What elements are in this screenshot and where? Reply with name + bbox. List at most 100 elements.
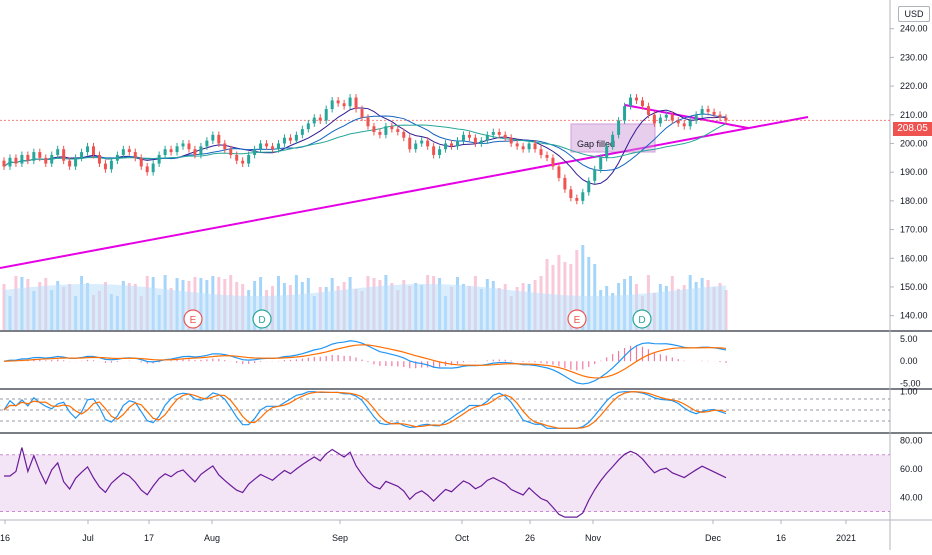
candle-body: [682, 123, 686, 127]
candle-body: [97, 154, 101, 164]
candle-body: [563, 177, 567, 190]
event-marker-label: E: [574, 315, 581, 326]
time-tick-label: 2021: [836, 533, 856, 543]
event-marker-d[interactable]: D: [632, 309, 652, 329]
event-marker-circle: [252, 309, 272, 329]
candle-body: [68, 160, 72, 167]
candle-body: [44, 157, 48, 164]
candle-body: [199, 146, 203, 155]
price-tick-label: 160.00: [900, 253, 928, 263]
candle-body: [259, 143, 263, 150]
candle-body: [26, 154, 30, 161]
candle-body: [461, 134, 465, 141]
rsi-tick-label: 80.00: [900, 436, 923, 446]
candle-body: [658, 117, 662, 124]
candle-body: [724, 117, 728, 121]
candle-body: [444, 143, 448, 150]
candle-body: [390, 126, 394, 130]
candle-body: [473, 137, 477, 144]
candle-body: [217, 134, 221, 144]
macd-signal-line: [3, 344, 727, 379]
volume-bar: [587, 257, 591, 330]
candle-body: [187, 143, 191, 150]
candle-body: [652, 114, 656, 124]
candle-body: [336, 100, 340, 104]
candle-body: [623, 106, 627, 121]
volume-bar: [581, 245, 585, 330]
candle-body: [211, 134, 215, 141]
event-marker-label: E: [190, 315, 197, 326]
candle-body: [694, 114, 698, 121]
candle-body: [80, 152, 84, 158]
candle-body: [121, 149, 125, 155]
time-tick-label: 26: [525, 533, 535, 543]
candle-body: [312, 117, 316, 124]
candle-body: [521, 146, 525, 150]
time-tick-label: Nov: [585, 533, 602, 543]
candle-body: [640, 100, 644, 107]
candle-body: [223, 143, 227, 150]
candle-body: [485, 134, 489, 141]
candle-body: [533, 143, 537, 150]
candle-body: [157, 154, 161, 164]
candle-body: [300, 129, 304, 135]
candle-body: [575, 198, 579, 201]
trendline-support: [0, 116, 809, 269]
candle-body: [354, 97, 358, 110]
candle-body: [229, 149, 233, 155]
candle-body: [581, 192, 585, 201]
candle-body: [306, 123, 310, 130]
candle-body: [247, 154, 251, 164]
candle-body: [432, 146, 436, 155]
rsi-line: [4, 447, 727, 518]
rsi-tick-label: 60.00: [900, 464, 923, 474]
candle-body: [706, 109, 710, 112]
candle-body: [593, 169, 597, 181]
time-tick-label: Dec: [705, 533, 722, 543]
stoch-k-line: [3, 391, 727, 429]
candle-body: [688, 120, 692, 127]
candle-body: [8, 157, 12, 167]
last-price-label: 208.05: [893, 122, 932, 136]
candle-body: [109, 160, 113, 170]
candle-body: [241, 160, 245, 164]
candle-body: [175, 146, 179, 153]
event-marker-e[interactable]: E: [567, 309, 587, 329]
candle-body: [324, 109, 328, 121]
candle-body: [276, 143, 280, 150]
candle-body: [599, 157, 603, 170]
candle-body: [408, 137, 412, 150]
event-marker-d[interactable]: D: [252, 309, 272, 329]
candle-body: [527, 143, 531, 150]
candle-body: [670, 114, 674, 121]
candle-body: [396, 129, 400, 132]
event-marker-circle: [183, 309, 203, 329]
candle-body: [664, 114, 668, 118]
candle-body: [92, 146, 96, 155]
candle-body: [169, 149, 173, 153]
event-marker-e[interactable]: E: [183, 309, 203, 329]
candle-body: [426, 140, 430, 147]
candle-body: [360, 109, 364, 118]
candle-body: [318, 117, 322, 121]
rsi-tick-label: 40.00: [900, 492, 923, 502]
candle-body: [139, 157, 143, 167]
time-tick-label: 16: [776, 533, 786, 543]
time-tick-label: 17: [144, 533, 154, 543]
candle-body: [497, 132, 501, 135]
macd-tick-label: 0.00: [900, 356, 918, 366]
candle-body: [455, 140, 459, 147]
candle-body: [467, 134, 471, 138]
event-marker-label: D: [258, 315, 265, 326]
candle-body: [205, 140, 209, 147]
price-tick-label: 200.00: [900, 138, 928, 148]
volume-bar: [557, 255, 561, 330]
candle-body: [515, 143, 519, 147]
candle-body: [503, 134, 507, 138]
candle-body: [551, 157, 555, 167]
candle-body: [2, 160, 6, 167]
currency-button[interactable]: USD: [898, 6, 930, 22]
candle-body: [479, 140, 483, 144]
